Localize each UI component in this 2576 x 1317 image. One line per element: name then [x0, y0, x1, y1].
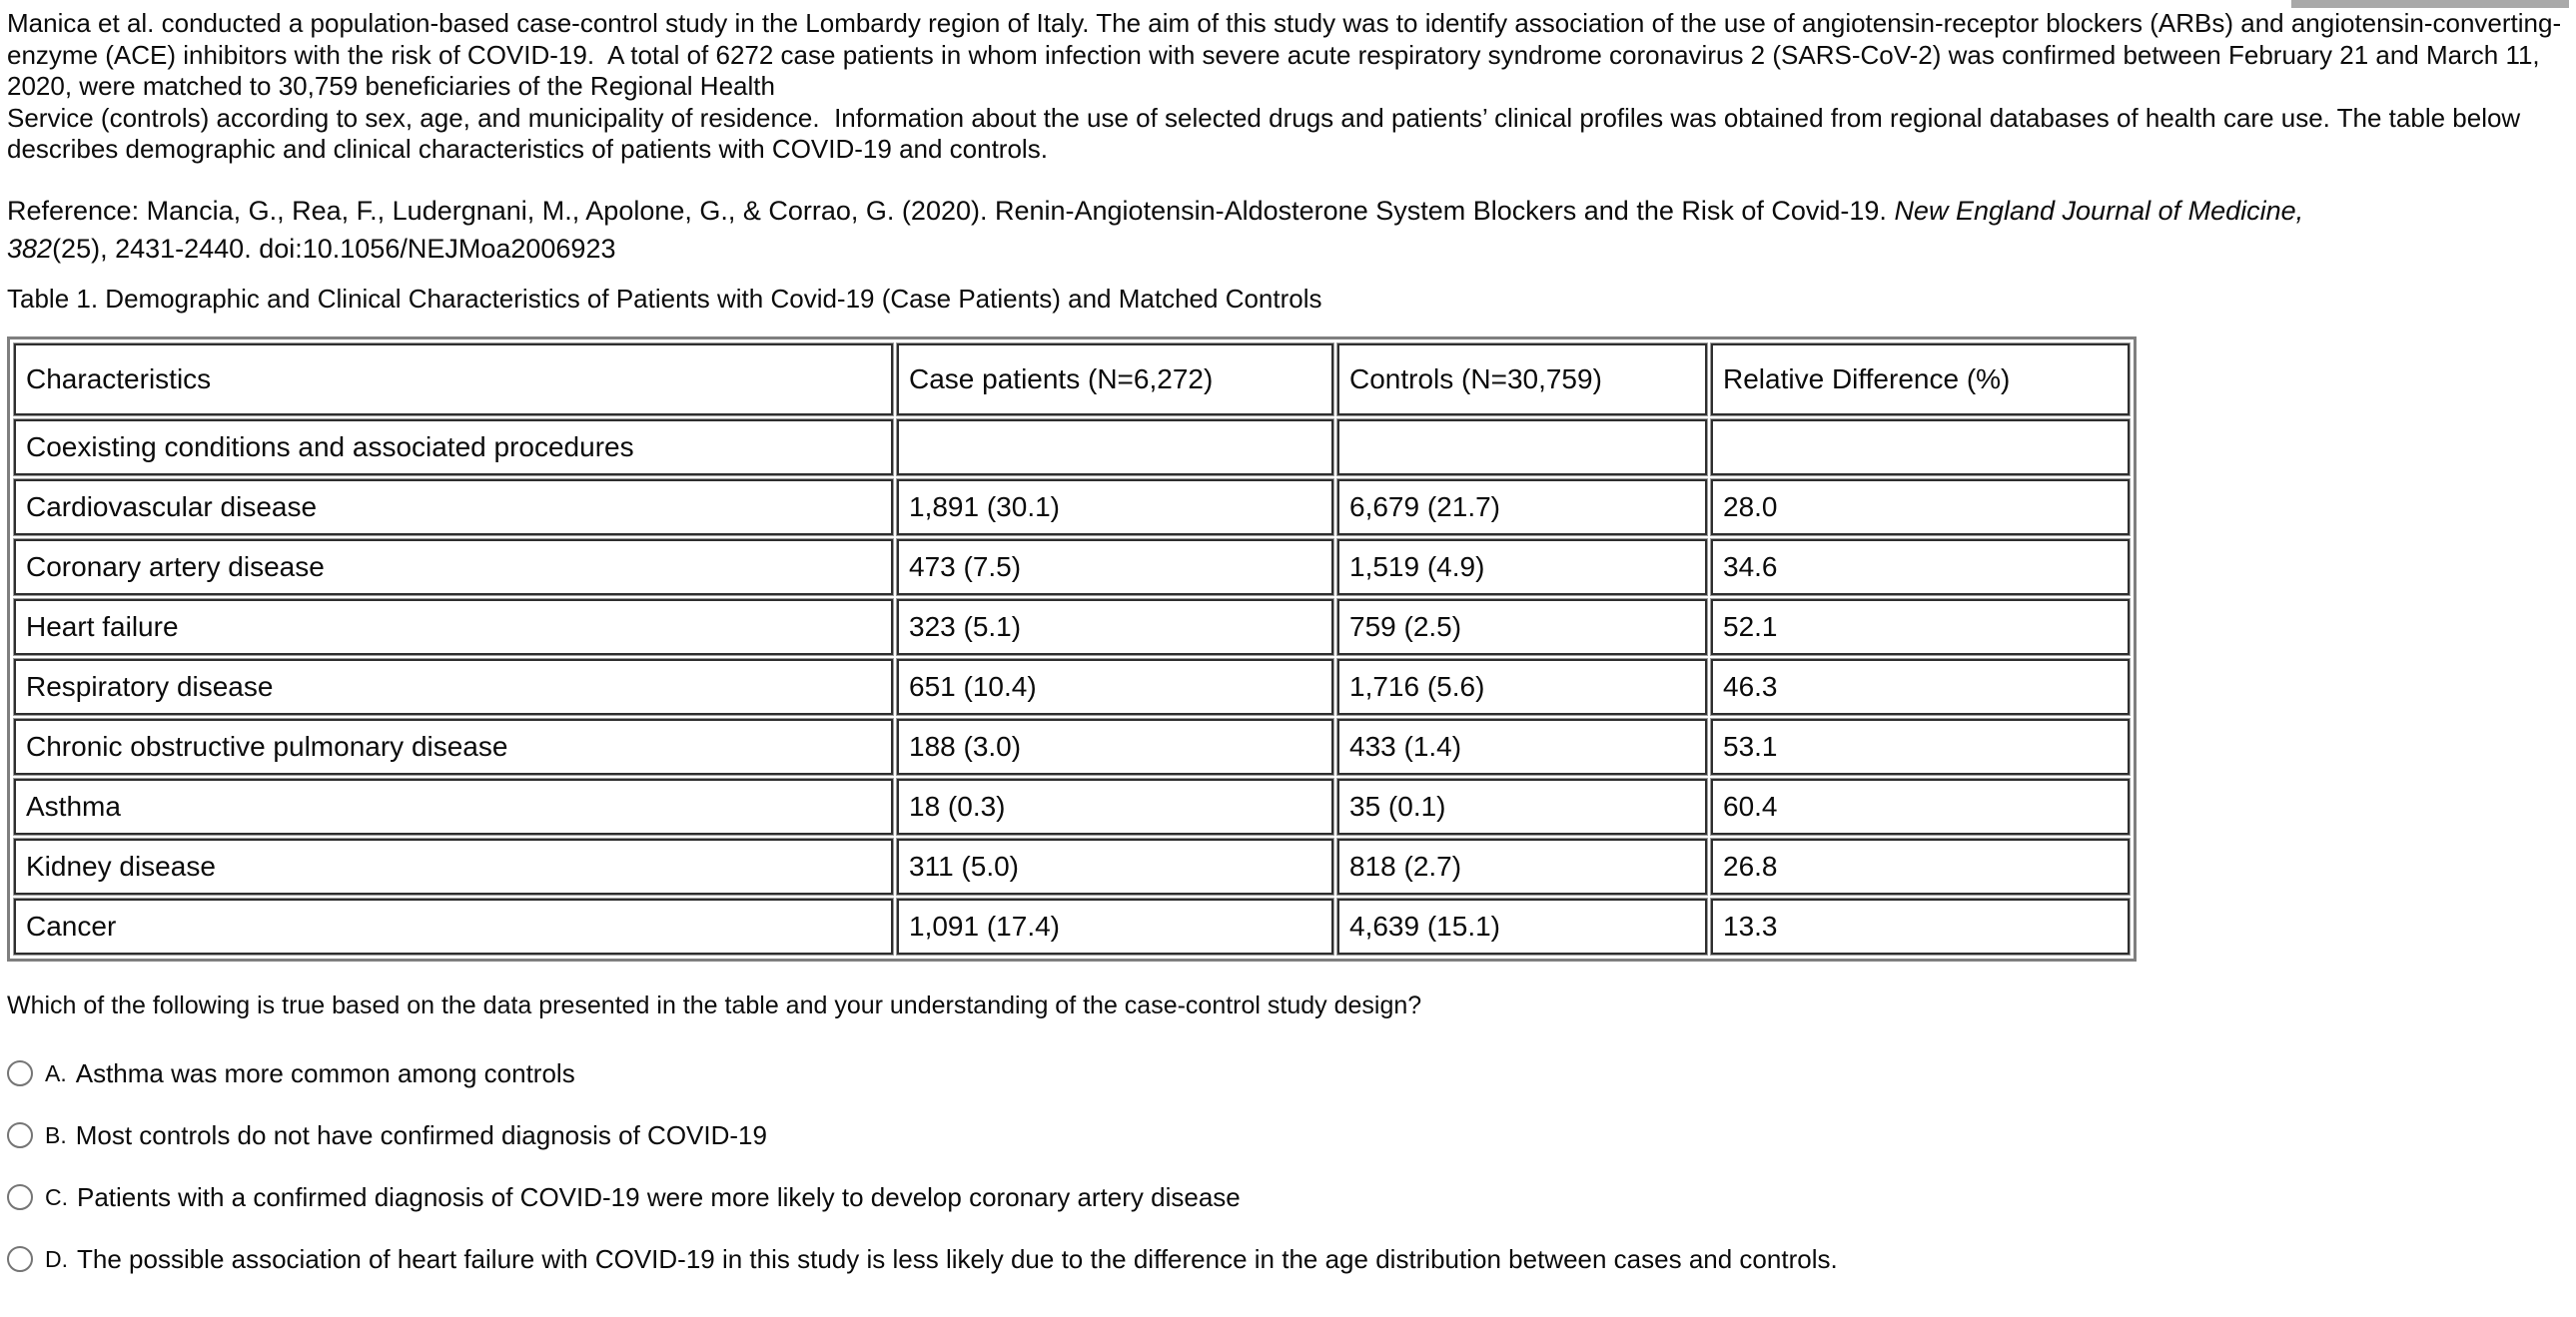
- option-a-letter: A.: [45, 1059, 67, 1086]
- question-text: Which of the following is true based on …: [7, 990, 1422, 1019]
- table-row: Coexisting conditions and associated pro…: [13, 417, 2131, 476]
- row-control-value: 433 (1.4): [1336, 717, 1708, 776]
- row-control-value: 818 (2.7): [1336, 837, 1708, 896]
- row-label: Cardiovascular disease: [13, 477, 894, 536]
- row-label: Kidney disease: [13, 837, 894, 896]
- option-c[interactable]: C. Patients with a confirmed diagnosis o…: [7, 1182, 2569, 1213]
- row-diff-value: 13.3: [1710, 897, 2131, 956]
- table-header-row: Characteristics Case patients (N=6,272) …: [13, 341, 2131, 416]
- radio-button-b[interactable]: [7, 1122, 33, 1148]
- row-control-value: 1,519 (4.9): [1336, 537, 1708, 596]
- col-header-relative-difference: Relative Difference (%): [1710, 341, 2131, 416]
- table-row: Cardiovascular disease 1,891 (30.1) 6,67…: [13, 477, 2131, 536]
- option-b-text: Most controls do not have confirmed diag…: [75, 1119, 767, 1150]
- row-label: Respiratory disease: [13, 657, 894, 716]
- row-case-value: [896, 417, 1334, 476]
- row-case-value: 323 (5.1): [896, 597, 1334, 656]
- option-d-text: The possible association of heart failur…: [77, 1243, 1838, 1274]
- row-diff-value: 60.4: [1710, 777, 2131, 836]
- row-label: Cancer: [13, 897, 894, 956]
- row-control-value: [1336, 417, 1708, 476]
- answer-options: A. Asthma was more common among controls…: [7, 1058, 2569, 1275]
- row-diff-value: [1710, 417, 2131, 476]
- row-control-value: 1,716 (5.6): [1336, 657, 1708, 716]
- row-control-value: 6,679 (21.7): [1336, 477, 1708, 536]
- reference-label: Reference:: [7, 195, 147, 226]
- table-row: Chronic obstructive pulmonary disease 18…: [13, 717, 2131, 776]
- study-description-part2: Service (controls) according to sex, age…: [7, 102, 2528, 165]
- row-control-value: 35 (0.1): [1336, 777, 1708, 836]
- table-row: Coronary artery disease 473 (7.5) 1,519 …: [13, 537, 2131, 596]
- reference-issue-pages: (25), 2431-2440. doi:10.1056/NEJMoa20069…: [52, 233, 616, 264]
- option-a[interactable]: A. Asthma was more common among controls: [7, 1058, 2569, 1089]
- option-c-letter: C.: [45, 1183, 68, 1210]
- reference-authors: Mancia, G., Rea, F., Ludergnani, M., Apo…: [146, 195, 1895, 226]
- table-caption: Table 1. Demographic and Clinical Charac…: [7, 283, 1322, 314]
- row-case-value: 18 (0.3): [896, 777, 1334, 836]
- question-page: Manica et al. conducted a population-bas…: [7, 8, 2569, 1275]
- row-case-value: 651 (10.4): [896, 657, 1334, 716]
- row-case-value: 311 (5.0): [896, 837, 1334, 896]
- row-diff-value: 53.1: [1710, 717, 2131, 776]
- table-row: Respiratory disease 651 (10.4) 1,716 (5.…: [13, 657, 2131, 716]
- row-control-value: 759 (2.5): [1336, 597, 1708, 656]
- reference-volume: 382: [7, 233, 53, 264]
- row-case-value: 1,091 (17.4): [896, 897, 1334, 956]
- table-row: Kidney disease 311 (5.0) 818 (2.7) 26.8: [13, 837, 2131, 896]
- row-diff-value: 46.3: [1710, 657, 2131, 716]
- option-d-letter: D.: [45, 1245, 68, 1272]
- radio-button-d[interactable]: [7, 1246, 33, 1272]
- radio-button-a[interactable]: [7, 1060, 33, 1086]
- table-row: Heart failure 323 (5.1) 759 (2.5) 52.1: [13, 597, 2131, 656]
- option-a-text: Asthma was more common among controls: [75, 1057, 575, 1088]
- col-header-case-patients: Case patients (N=6,272): [896, 341, 1334, 416]
- row-label: Asthma: [13, 777, 894, 836]
- radio-button-c[interactable]: [7, 1184, 33, 1210]
- option-b-letter: B.: [45, 1121, 67, 1148]
- row-label: Heart failure: [13, 597, 894, 656]
- reference-citation: Reference: Mancia, G., Rea, F., Ludergna…: [7, 192, 2569, 268]
- row-diff-value: 26.8: [1710, 837, 2131, 896]
- option-b[interactable]: B. Most controls do not have confirmed d…: [7, 1120, 2569, 1151]
- row-case-value: 1,891 (30.1): [896, 477, 1334, 536]
- col-header-controls: Controls (N=30,759): [1336, 341, 1708, 416]
- option-c-text: Patients with a confirmed diagnosis of C…: [77, 1181, 1241, 1212]
- table-row: Cancer 1,091 (17.4) 4,639 (15.1) 13.3: [13, 897, 2131, 956]
- row-diff-value: 34.6: [1710, 537, 2131, 596]
- row-label: Coexisting conditions and associated pro…: [13, 417, 894, 476]
- characteristics-table: Characteristics Case patients (N=6,272) …: [7, 335, 2137, 962]
- horizontal-scrollbar-fragment[interactable]: [2291, 0, 2569, 8]
- study-description: Manica et al. conducted a population-bas…: [7, 8, 2569, 166]
- row-case-value: 188 (3.0): [896, 717, 1334, 776]
- row-diff-value: 28.0: [1710, 477, 2131, 536]
- table-row: Asthma 18 (0.3) 35 (0.1) 60.4: [13, 777, 2131, 836]
- row-diff-value: 52.1: [1710, 597, 2131, 656]
- row-case-value: 473 (7.5): [896, 537, 1334, 596]
- option-d[interactable]: D. The possible association of heart fai…: [7, 1244, 2569, 1275]
- row-label: Coronary artery disease: [13, 537, 894, 596]
- row-label: Chronic obstructive pulmonary disease: [13, 717, 894, 776]
- row-control-value: 4,639 (15.1): [1336, 897, 1708, 956]
- reference-journal: New England Journal of Medicine,: [1894, 195, 2304, 226]
- study-description-part1: Manica et al. conducted a population-bas…: [7, 8, 2562, 101]
- col-header-characteristics: Characteristics: [13, 341, 894, 416]
